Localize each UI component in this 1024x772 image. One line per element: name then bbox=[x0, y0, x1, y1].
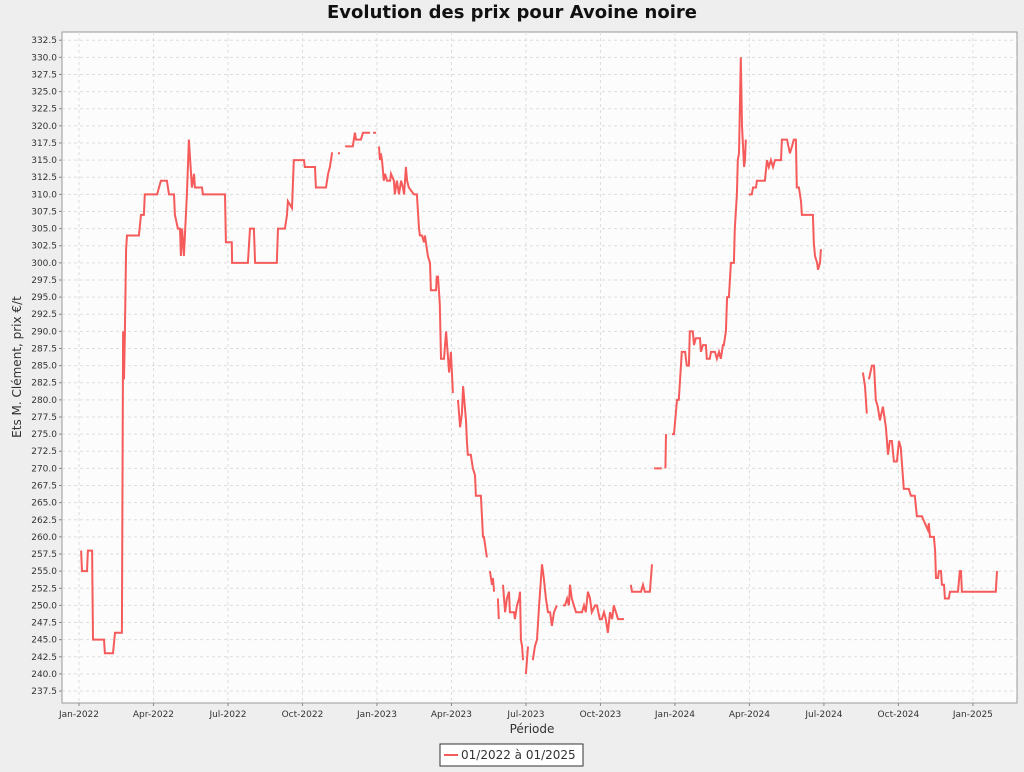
y-tick-label: 242.5 bbox=[31, 653, 57, 663]
legend: 01/2022 à 01/2025 bbox=[439, 743, 584, 767]
y-tick-label: 290.0 bbox=[31, 327, 57, 337]
x-tick-label: Jan-2024 bbox=[654, 710, 695, 720]
data-line bbox=[80, 57, 998, 674]
y-axis-label: Ets M. Clément, prix €/t bbox=[10, 296, 24, 438]
x-tick-label: Oct-2024 bbox=[878, 710, 920, 720]
x-tick-label: Jan-2022 bbox=[58, 710, 99, 720]
x-tick-label: Jan-2023 bbox=[356, 710, 397, 720]
chart-title: Evolution des prix pour Avoine noire bbox=[327, 2, 697, 23]
y-tick-label: 327.5 bbox=[31, 70, 57, 80]
y-tick-label: 250.0 bbox=[31, 601, 57, 611]
y-tick-label: 257.5 bbox=[31, 550, 57, 560]
legend-box bbox=[439, 743, 584, 767]
x-tick-label: Oct-2023 bbox=[580, 710, 622, 720]
x-tick-label: Apr-2023 bbox=[431, 710, 472, 720]
y-tick-label: 240.0 bbox=[31, 670, 57, 680]
y-tick-label: 282.5 bbox=[31, 379, 57, 389]
x-tick-label: Apr-2022 bbox=[133, 710, 174, 720]
x-tick-label: Apr-2024 bbox=[729, 710, 770, 720]
y-tick-label: 325.0 bbox=[31, 88, 57, 98]
x-tick-label: Jul-2023 bbox=[506, 710, 544, 720]
y-tick-label: 287.5 bbox=[31, 344, 57, 354]
y-tick-label: 332.5 bbox=[31, 36, 57, 46]
y-tick-label: 330.0 bbox=[31, 53, 57, 63]
y-tick-label: 295.0 bbox=[31, 293, 57, 303]
x-axis-label: Période bbox=[510, 722, 555, 736]
y-tick-label: 312.5 bbox=[31, 173, 57, 183]
y-tick-label: 297.5 bbox=[31, 276, 57, 286]
y-tick-label: 270.0 bbox=[31, 464, 57, 474]
y-tick-label: 275.0 bbox=[31, 430, 57, 440]
x-tick-label: Jul-2022 bbox=[208, 710, 246, 720]
y-tick-label: 310.0 bbox=[31, 190, 57, 200]
y-tick-label: 317.5 bbox=[31, 139, 57, 149]
x-tick-label: Oct-2022 bbox=[282, 710, 324, 720]
x-tick-label: Jan-2025 bbox=[952, 710, 993, 720]
y-tick-label: 292.5 bbox=[31, 310, 57, 320]
y-tick-label: 302.5 bbox=[31, 242, 57, 252]
y-tick-label: 247.5 bbox=[31, 619, 57, 629]
y-tick-label: 307.5 bbox=[31, 207, 57, 217]
y-tick-label: 280.0 bbox=[31, 396, 57, 406]
y-tick-label: 262.5 bbox=[31, 516, 57, 526]
y-tick-label: 315.0 bbox=[31, 156, 57, 166]
x-tick-label: Jul-2024 bbox=[804, 710, 842, 720]
y-tick-label: 277.5 bbox=[31, 413, 57, 423]
legend-label: 01/2022 à 01/2025 bbox=[461, 748, 576, 762]
y-tick-label: 260.0 bbox=[31, 533, 57, 543]
y-tick-label: 322.5 bbox=[31, 105, 57, 115]
y-tick-label: 245.0 bbox=[31, 636, 57, 646]
y-tick-label: 237.5 bbox=[31, 687, 57, 697]
y-tick-label: 305.0 bbox=[31, 225, 57, 235]
y-tick-label: 285.0 bbox=[31, 362, 57, 372]
y-tick-label: 252.5 bbox=[31, 584, 57, 594]
y-tick-label: 267.5 bbox=[31, 481, 57, 491]
y-tick-label: 255.0 bbox=[31, 567, 57, 577]
y-tick-label: 300.0 bbox=[31, 259, 57, 269]
y-tick-label: 320.0 bbox=[31, 122, 57, 132]
y-tick-label: 272.5 bbox=[31, 447, 57, 457]
y-tick-label: 265.0 bbox=[31, 499, 57, 509]
